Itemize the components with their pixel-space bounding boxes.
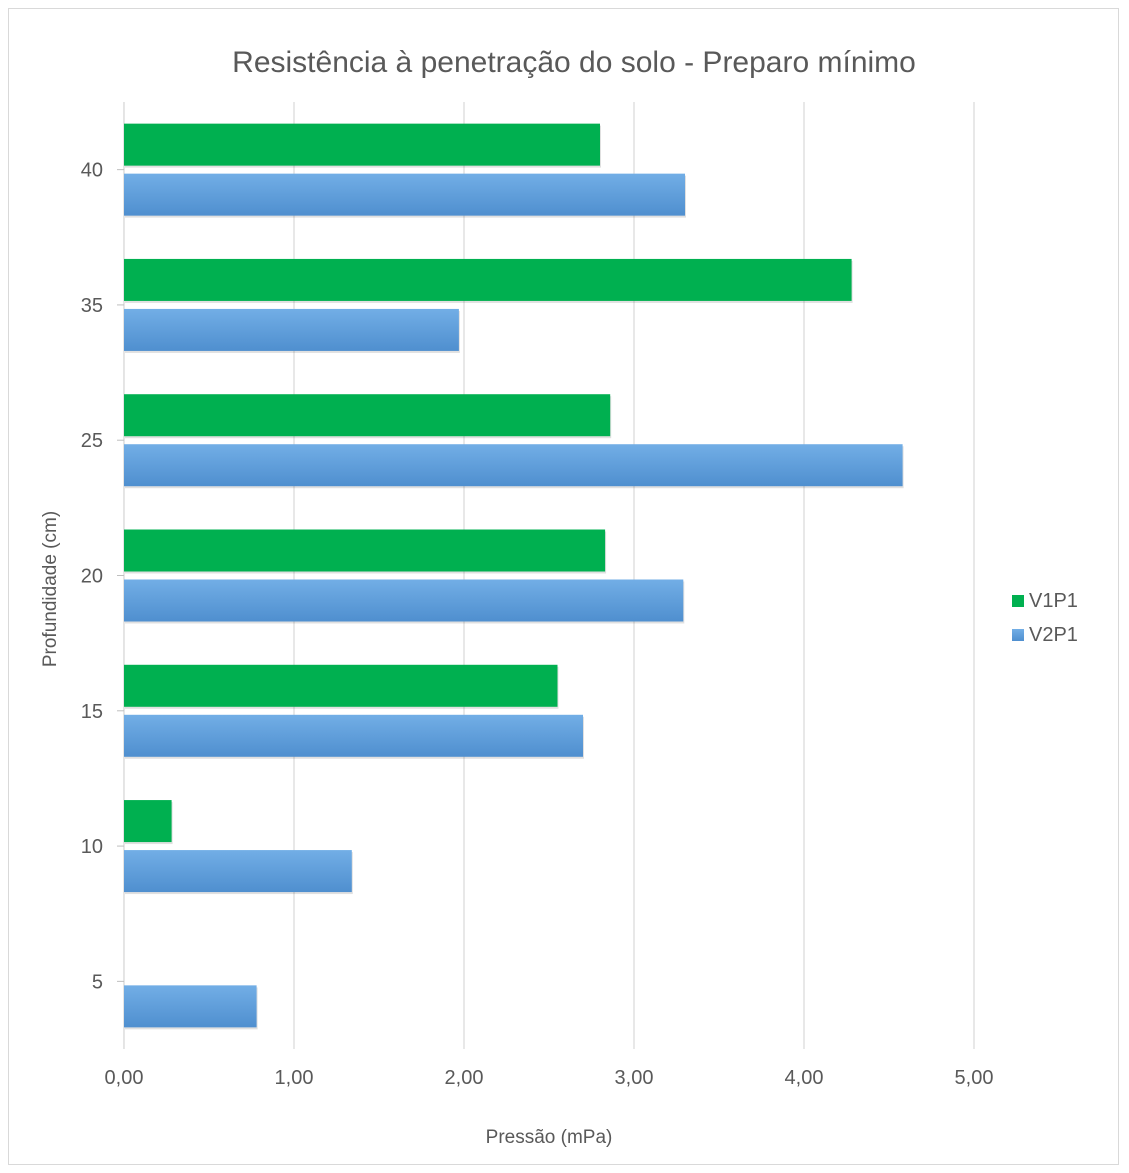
- x-tick-label: 1,00: [275, 1067, 314, 1089]
- bar-v2p1-35: [124, 308, 459, 351]
- legend-swatch-v1p1: [1012, 595, 1024, 607]
- bar-v1p1-10: [124, 800, 172, 843]
- x-tick-label: 0,00: [105, 1067, 144, 1089]
- chart-frame: Resistência à penetração do solo - Prepa…: [8, 8, 1119, 1165]
- grid-lines: [123, 102, 975, 1049]
- bar-v2p1-25: [124, 444, 903, 487]
- y-tick-label: 40: [81, 160, 103, 182]
- bar-v1p1-35: [124, 258, 852, 301]
- bar-v2p1-10: [124, 850, 352, 893]
- y-tick-label: 20: [81, 566, 103, 588]
- y-tick-label: 25: [81, 430, 103, 452]
- tick-labels: 0,00 1,00 2,00 3,00 4,00 5,00 5 10 15 20 25 35 40: [81, 160, 994, 1089]
- y-axis-label: Profundidade (cm): [40, 511, 61, 667]
- x-tick-label: 3,00: [615, 1067, 654, 1089]
- bar-v1p1-15: [124, 664, 558, 707]
- y-tick-label: 35: [81, 295, 103, 317]
- bar-v1p1-20: [124, 529, 606, 572]
- x-tick-label: 5,00: [955, 1067, 994, 1089]
- bar-v2p1-15: [124, 714, 583, 757]
- bar-v1p1-25: [124, 394, 611, 437]
- bar-v2p1-5: [124, 985, 257, 1028]
- x-tick-label: 2,00: [445, 1067, 484, 1089]
- bar-v2p1-40: [124, 173, 685, 216]
- legend-label-v2p1: V2P1: [1029, 624, 1078, 646]
- chart: Resistência à penetração do solo - Prepa…: [40, 46, 1078, 1148]
- bar-v2p1-20: [124, 579, 684, 622]
- x-tick-label: 4,00: [785, 1067, 824, 1089]
- bar-v1p1-40: [124, 123, 600, 166]
- y-tick-label: 10: [81, 836, 103, 858]
- y-tick-label: 15: [81, 701, 103, 723]
- bars: [124, 123, 904, 1030]
- y-tick-label: 5: [92, 971, 103, 993]
- legend-label-v1p1: V1P1: [1029, 590, 1078, 612]
- chart-title: Resistência à penetração do solo - Prepa…: [232, 46, 916, 79]
- legend-swatch-v2p1: [1012, 629, 1024, 641]
- legend: V1P1 V2P1: [1012, 590, 1078, 646]
- x-axis-label: Pressão (mPa): [486, 1127, 613, 1148]
